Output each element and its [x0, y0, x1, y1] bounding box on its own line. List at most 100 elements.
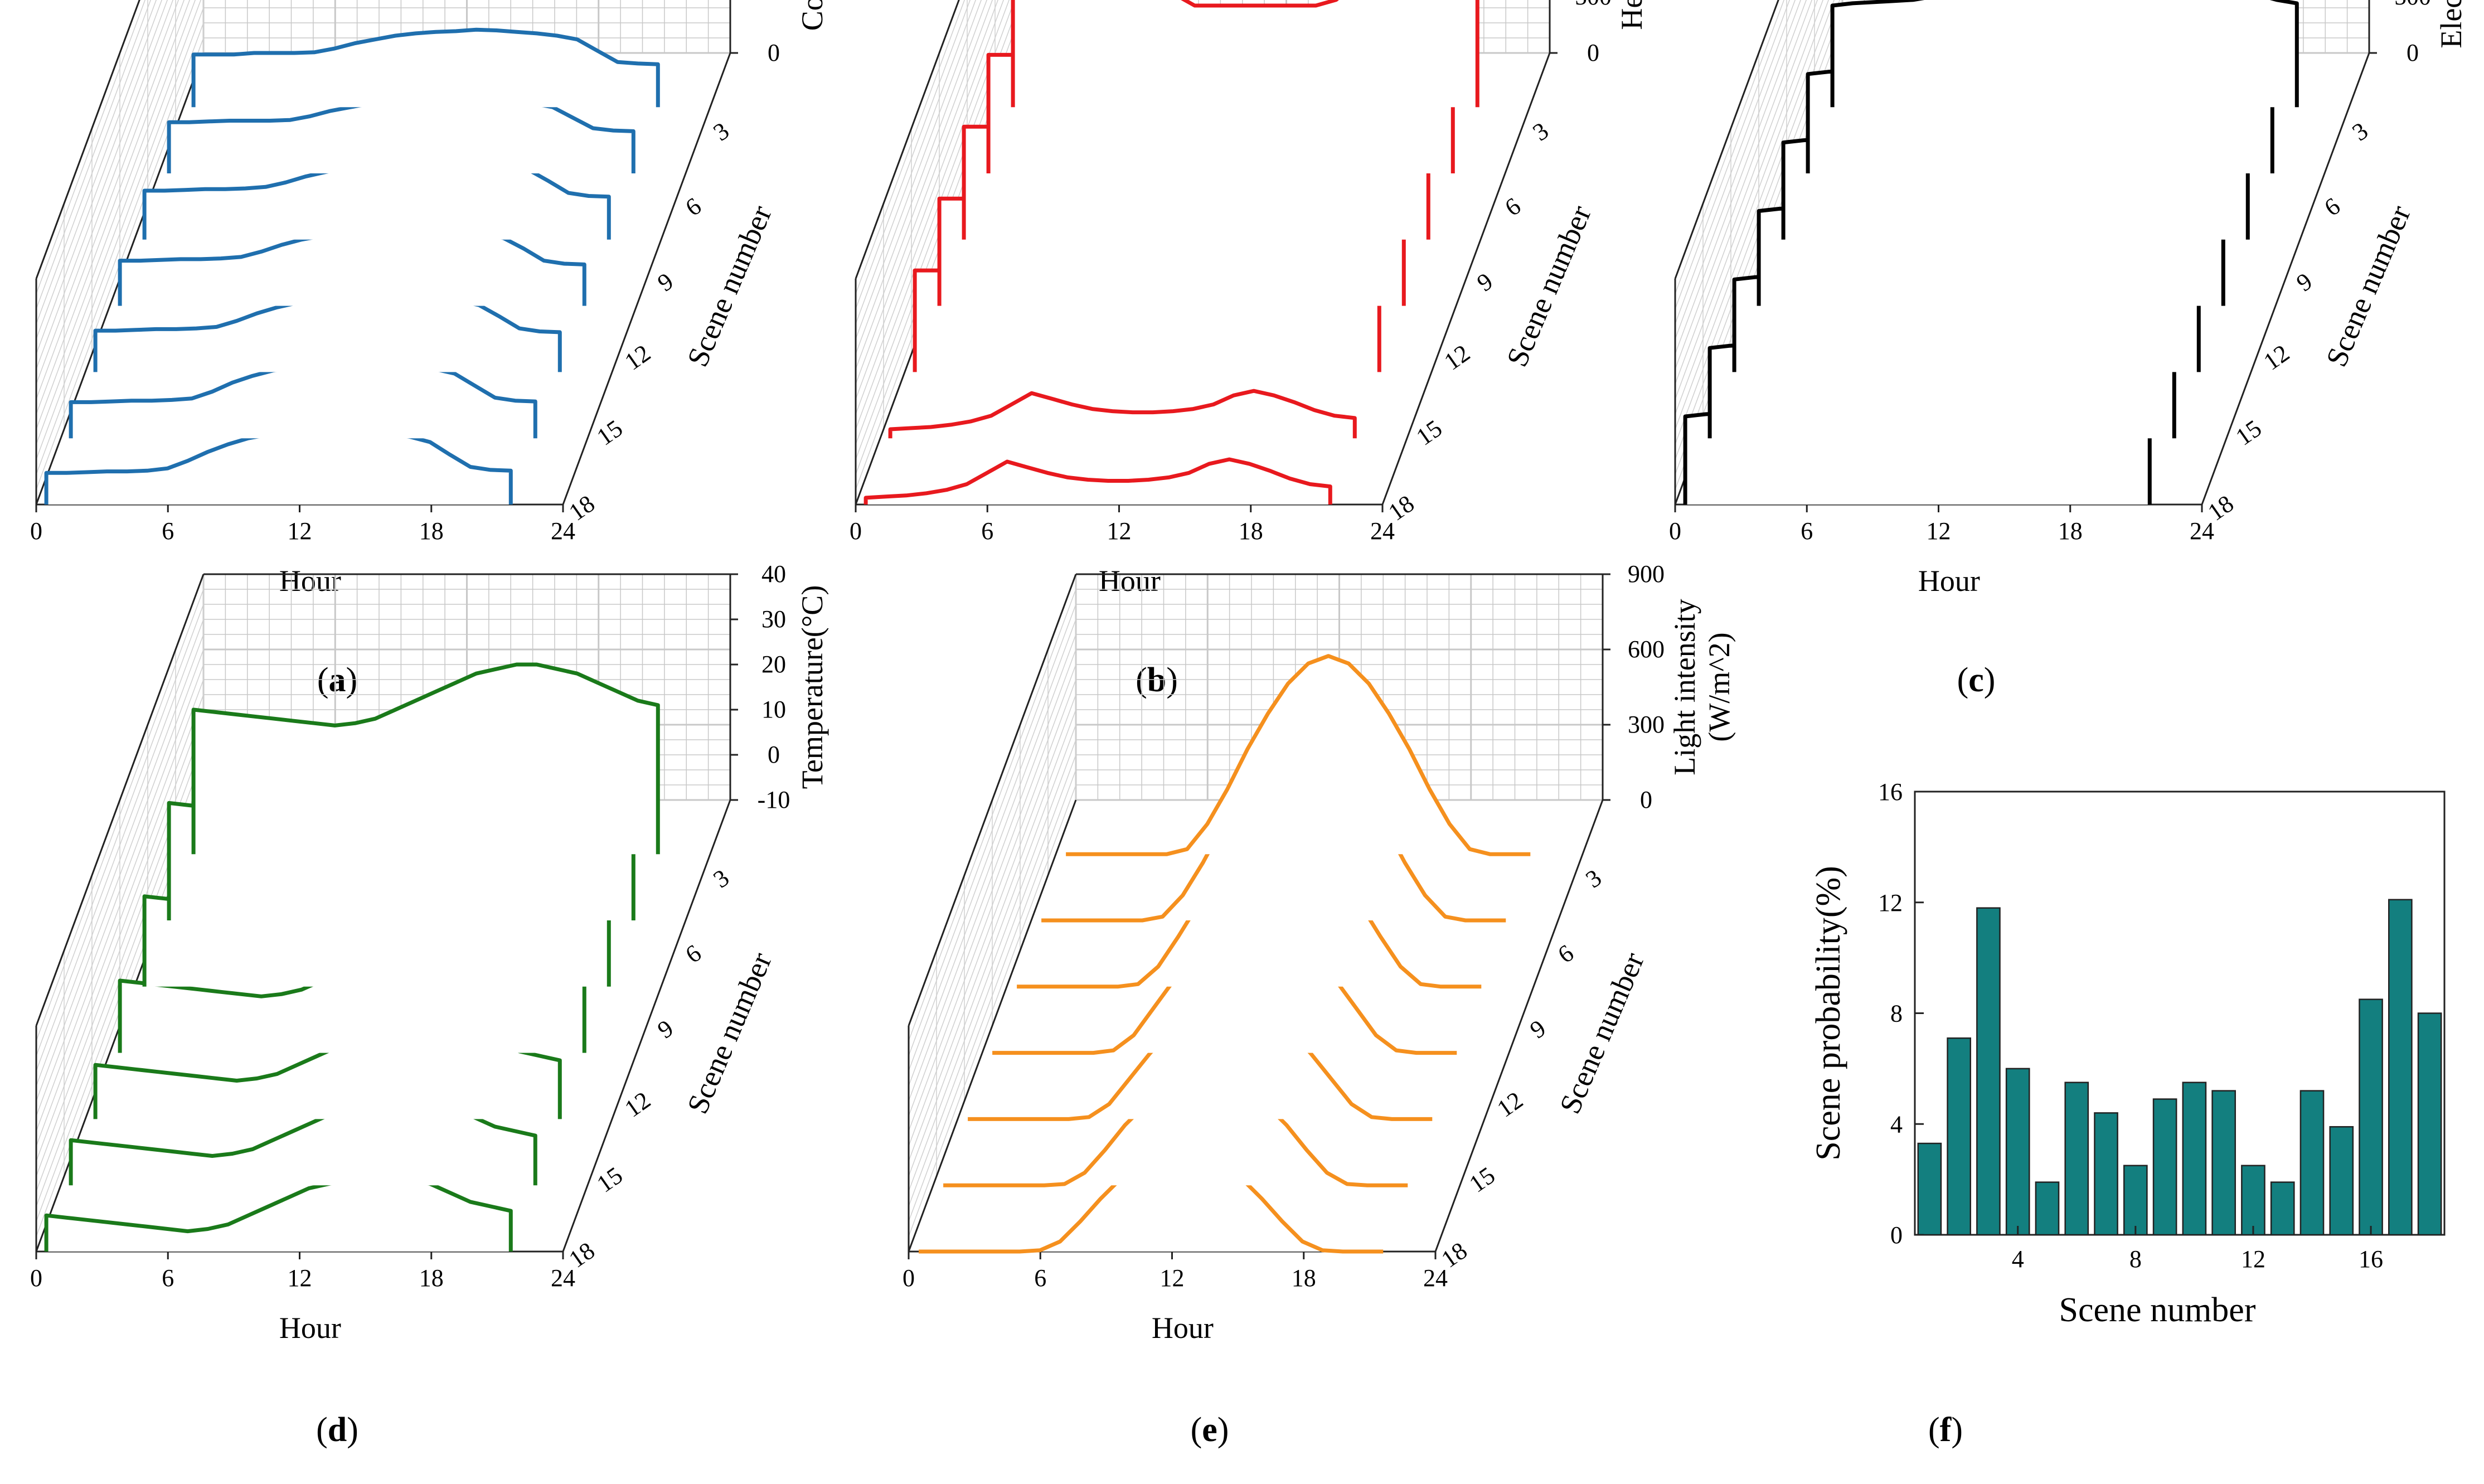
series-line: [44, 1175, 513, 1252]
top-left-edge: [35, 0, 140, 279]
bar-scene-10: [2182, 1082, 2207, 1236]
scene-tick-label: 3: [709, 864, 734, 894]
bar-scene-2: [1947, 1037, 1971, 1236]
x-tick-label: 6: [1801, 517, 1813, 545]
scene-tick-label: 3: [1581, 864, 1607, 894]
scene-axis-line: [1381, 52, 1551, 505]
caption-paren-open: (: [316, 1411, 328, 1449]
y-tick-label: 4: [1890, 1110, 1903, 1138]
series-fill: [968, 1001, 1433, 1119]
scene-axis-title: Scene number: [681, 201, 778, 371]
series-line: [863, 457, 1332, 505]
scene-tick-label: 9: [653, 1015, 678, 1044]
series-fill: [120, 226, 585, 306]
scene-tick-label: 12: [1439, 339, 1475, 375]
scene-tick-label: 15: [592, 1161, 628, 1197]
x-axis-title: Hour: [279, 1311, 341, 1345]
x-tick-label: 24: [1423, 1264, 1448, 1292]
z-tick-label: 500: [1575, 0, 1612, 10]
series-fill: [144, 158, 609, 240]
x-axis-title: Hour: [1099, 564, 1161, 598]
scene-axis-title: Scene number: [2320, 201, 2417, 371]
series-line: [191, 662, 660, 855]
caption-paren-open: (: [1957, 661, 1969, 699]
x-tick-label: 6: [981, 517, 993, 545]
x-tick-label: 0: [30, 1264, 42, 1292]
x-tick-label: 18: [419, 517, 444, 545]
x-tick-label: 12: [288, 1264, 312, 1292]
caption-paren-close: ): [347, 1411, 358, 1449]
scene-tick-label: 3: [2347, 117, 2373, 147]
top-left-edge: [1674, 0, 1779, 279]
x-tick-label: 24: [551, 1264, 575, 1292]
series-fill: [71, 1102, 536, 1186]
bar-scene-3: [1976, 907, 2001, 1236]
x-axis-title: Hour: [1918, 564, 1980, 598]
series-fill: [919, 1148, 1384, 1252]
series-fill: [193, 665, 658, 855]
y-tick-label: 8: [1890, 1000, 1903, 1027]
x-tick-label: 16: [2359, 1245, 2383, 1273]
series-line: [888, 389, 1357, 439]
x-tick-label: 6: [162, 1264, 174, 1292]
caption-paren-close: ): [1217, 1411, 1229, 1449]
z-tick-label: 20: [761, 651, 786, 678]
z-tick-label: 40: [761, 560, 786, 588]
caption-paren-open: (: [1191, 1411, 1202, 1449]
y-tick-label: 12: [1878, 889, 1903, 916]
scene-tick-label: 12: [1492, 1086, 1528, 1122]
panel-caption: (f): [1928, 1411, 1963, 1449]
z-axis-title: Cold load(kW): [795, 0, 829, 31]
x-tick-label: 24: [2190, 517, 2214, 545]
top-left-edge: [908, 574, 1077, 1026]
x-tick-label: 12: [288, 517, 312, 545]
top-left-edge: [855, 0, 960, 279]
caption-letter: c: [1968, 661, 1984, 699]
x-tick-label: 12: [1927, 517, 1951, 545]
z-tick-label: 0: [768, 39, 780, 66]
series-fill: [1832, 0, 2297, 108]
bar-scene-17: [2388, 899, 2413, 1236]
panel-caption: (a): [317, 661, 357, 699]
series-fill: [46, 428, 511, 505]
series-fill: [1013, 0, 1478, 108]
panel-f: 0 4 8 12 16 4 8 12 16 Scene number Scene probabili…: [1809, 778, 2446, 1449]
scene-tick-label: 6: [681, 192, 706, 222]
bar-scene-4: [2005, 1068, 2030, 1236]
scene-tick-label: 9: [2292, 268, 2317, 297]
scene-tick-label: 12: [2259, 339, 2294, 375]
scene-tick-label: 15: [1464, 1161, 1500, 1197]
x-tick-label: 0: [903, 1264, 915, 1292]
scene-tick-label: 3: [1528, 117, 1554, 147]
series-fill: [1066, 656, 1531, 855]
x-tick-label: 24: [551, 517, 575, 545]
scene-axis-title: Scene number: [1500, 201, 1598, 371]
scene-tick-label: 12: [620, 339, 656, 375]
bar-scene-5: [2035, 1181, 2060, 1236]
x-tick-label: 6: [1034, 1264, 1046, 1292]
bar-scene-6: [2064, 1082, 2089, 1236]
bar-scene-15: [2329, 1126, 2354, 1236]
z-tick-label: 500: [2394, 0, 2431, 10]
series-fill: [169, 97, 634, 173]
scene-tick-label: 6: [1500, 192, 1526, 222]
x-tick-label: 4: [2012, 1245, 2024, 1273]
scene-tick-label: 3: [709, 117, 734, 147]
panel-caption: (c): [1957, 661, 1996, 699]
caption-paren-open: (: [317, 661, 329, 699]
scene-axis-line: [1434, 799, 1604, 1252]
bar-scene-18: [2417, 1012, 2442, 1236]
caption-paren-close: ): [1984, 661, 1996, 699]
bar-scene-1: [1917, 1142, 1942, 1236]
x-tick-label: 0: [1669, 517, 1681, 545]
scene-axis-line: [562, 799, 731, 1252]
bar-scene-11: [2211, 1090, 2236, 1236]
z-axis-title-units: (W/m^2): [1702, 632, 1736, 741]
scene-tick-label: 15: [592, 414, 628, 450]
x-tick-label: 6: [162, 517, 174, 545]
panel-caption: (d): [316, 1411, 358, 1449]
y-tick-label: 0: [1890, 1221, 1903, 1249]
scene-axis-line: [2201, 52, 2370, 505]
z-tick-label: 600: [1628, 636, 1665, 663]
series-line: [1011, 0, 1479, 108]
